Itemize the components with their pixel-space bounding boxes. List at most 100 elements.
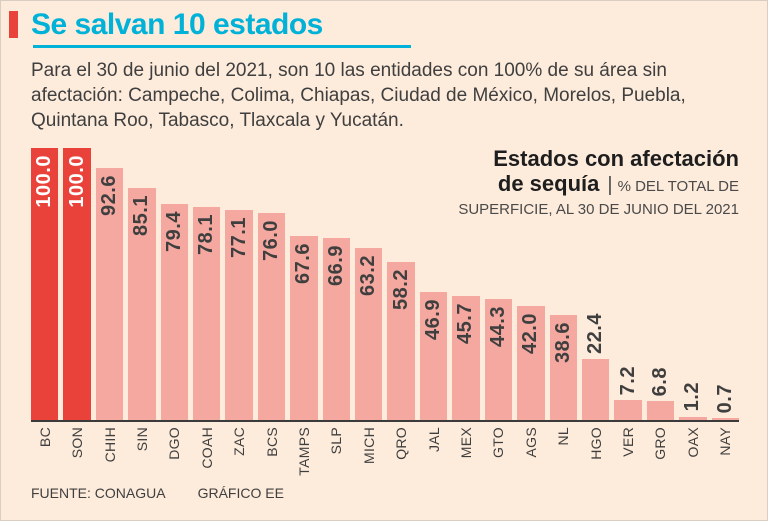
chart-title-block: Estados con afectación de sequía |% DEL T…	[458, 146, 739, 219]
bar-chih	[95, 168, 124, 420]
bar-column-oax: 1.2	[679, 148, 707, 420]
chart-title-line2: de sequía	[497, 171, 600, 197]
x-axis-label-cell: TAMPS	[290, 422, 317, 480]
bar-value-wrap: 76.0	[258, 220, 285, 261]
chart-subtitle-line1: % DEL TOTAL DE	[617, 178, 739, 196]
bar-column-slp: 66.9	[322, 148, 351, 420]
x-axis-label-nl: NL	[555, 426, 572, 446]
bar-bc	[31, 147, 59, 420]
bar-value-wrap: 100.0	[31, 155, 58, 208]
bar-column-nay: 0.7	[711, 148, 739, 420]
x-axis-label-cell: CHIH	[96, 422, 123, 480]
x-axis-label-oax: OAX	[684, 426, 701, 458]
bar-value-label: 63.2	[357, 254, 380, 296]
bar-column-bcs: 76.0	[257, 148, 286, 420]
bar-value-wrap: 38.6	[550, 322, 577, 363]
bar-column-gto: 44.3	[484, 148, 513, 420]
bar-value-label: 46.9	[422, 299, 445, 341]
x-axis-label-cell: AGS	[517, 422, 544, 480]
header: Se salvan 10 estados	[9, 9, 739, 41]
bar-value-wrap: 46.9	[420, 299, 447, 340]
bar-column-bc: 100.0	[31, 147, 59, 420]
bar-value-wrap: 22.4	[582, 313, 609, 354]
bar-dgo	[160, 203, 189, 420]
bar-oax	[679, 416, 707, 420]
bar-value-label: 77.1	[227, 217, 250, 259]
bar-qro	[387, 261, 415, 420]
x-axis-label-cell: NAY	[712, 422, 739, 480]
source-credit: FUENTE: CONAGUA	[31, 484, 166, 501]
bar-value-wrap: 0.7	[712, 384, 739, 413]
bar-value-label: 22.4	[584, 313, 607, 354]
chart-title-line2-row: de sequía |% DEL TOTAL DE	[458, 171, 739, 197]
bar-value-label: 85.1	[130, 195, 153, 237]
graphic-credit: GRÁFICO EE	[197, 484, 284, 501]
bar-ver	[614, 400, 642, 420]
bar-value-label: 78.1	[195, 214, 218, 256]
bar-value-wrap: 7.2	[614, 366, 641, 395]
bar-value-label: 58.2	[389, 268, 412, 310]
bar-column-son: 100.0	[63, 147, 91, 420]
x-axis-label-cell: BC	[31, 422, 58, 480]
bar-value-wrap: 58.2	[387, 269, 414, 310]
bar-value-wrap: 42.0	[517, 313, 544, 354]
bar-nay	[711, 417, 739, 420]
x-axis-label-tamps: TAMPS	[295, 426, 312, 476]
x-axis-labels: BC SON CHIH SIN DGO COAH ZAC BCS TAMPS SLP MICH QRO…	[31, 422, 739, 480]
bar-column-ags: 42.0	[517, 148, 545, 420]
bar-ags	[517, 305, 545, 420]
page-title: Se salvan 10 estados	[31, 8, 323, 41]
x-axis-label-ver: VER	[620, 426, 637, 457]
chart-subtitle-line2: SUPERFICIE, AL 30 DE JUNIO DEL 2021	[458, 200, 739, 218]
x-axis-label-cell: OAX	[679, 422, 706, 480]
x-axis-label-coah: COAH	[198, 426, 215, 469]
bar-value-label: 1.2	[681, 382, 704, 412]
x-axis-label-cell: SIN	[128, 422, 155, 480]
chart-title-line1: Estados con afectación	[493, 145, 739, 171]
x-axis-label-jal: JAL	[425, 426, 442, 452]
bar-column-mich: 63.2	[355, 148, 383, 420]
x-axis-label-cell: MEX	[452, 422, 479, 480]
bar-mich	[355, 247, 383, 420]
x-axis-label-chih: CHIH	[101, 426, 118, 463]
bar-value-label: 0.7	[713, 383, 736, 413]
bar-mex	[452, 295, 480, 420]
legend-separator: |	[607, 174, 613, 197]
bar-value-label: 100.0	[65, 154, 88, 208]
bar-value-label: 45.7	[454, 302, 477, 344]
bar-value-wrap: 100.0	[63, 155, 90, 208]
x-axis-label-cell: JAL	[420, 422, 447, 480]
bar-value-wrap: 77.1	[225, 217, 252, 258]
plot-area: 100.0 100.0 92.6 85.1 79.4 78.1 77.1 76.0 67.6 66…	[31, 147, 739, 420]
x-axis-label-slp: SLP	[328, 426, 345, 455]
bar-column-qro: 58.2	[387, 148, 415, 420]
x-axis-label-cell: QRO	[387, 422, 414, 480]
bar-column-jal: 46.9	[419, 148, 448, 420]
bar-chart: Estados con afectación de sequía |% DEL T…	[31, 146, 739, 480]
bar-value-label: 6.8	[648, 367, 671, 397]
bar-column-nl: 38.6	[549, 148, 577, 420]
bar-value-wrap: 45.7	[452, 303, 479, 344]
x-axis-label-mex: MEX	[457, 426, 474, 459]
bar-value-wrap: 67.6	[290, 243, 317, 284]
x-axis-label-cell: SON	[63, 422, 90, 480]
bar-value-label: 42.0	[519, 312, 542, 354]
footer: FUENTE: CONAGUA GRÁFICO EE	[31, 485, 739, 501]
x-axis-label-cell: COAH	[193, 422, 220, 480]
x-axis-label-sin: SIN	[133, 426, 150, 452]
bar-value-label: 38.6	[551, 321, 574, 363]
x-axis-label-mich: MICH	[360, 426, 377, 464]
bar-gro	[646, 401, 675, 420]
bar-value-label: 67.6	[292, 242, 315, 284]
x-axis-label-hgo: HGO	[587, 426, 604, 460]
bar-value-label: 100.0	[33, 154, 56, 208]
x-axis-label-cell: NL	[550, 422, 577, 480]
bar-column-hgo: 22.4	[581, 148, 610, 420]
x-axis-label-ags: AGS	[522, 426, 539, 458]
bar-value-label: 79.4	[162, 210, 185, 252]
x-axis-label-cell: BCS	[258, 422, 285, 480]
x-axis-label-cell: ZAC	[225, 422, 252, 480]
bar-column-gro: 6.8	[646, 148, 675, 420]
bar-column-dgo: 79.4	[160, 148, 189, 420]
